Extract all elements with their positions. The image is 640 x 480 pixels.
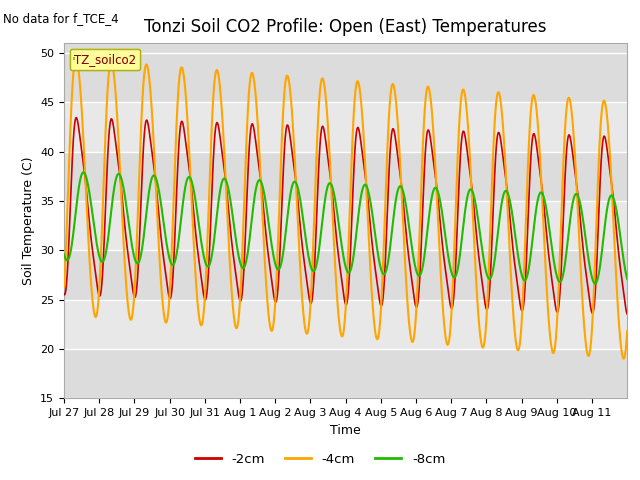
-8cm <box>616 228 623 234</box>
-2cm <box>380 288 387 294</box>
-2cm <box>238 292 246 298</box>
-4cm <box>515 344 523 350</box>
Line: -2cm: -2cm <box>64 118 627 314</box>
-2cm <box>60 291 68 297</box>
-2cm <box>616 257 623 263</box>
Title: Tonzi Soil CO2 Profile: Open (East) Temperatures: Tonzi Soil CO2 Profile: Open (East) Temp… <box>145 18 547 36</box>
-8cm <box>79 169 87 175</box>
-8cm <box>515 261 523 266</box>
-4cm <box>116 177 124 182</box>
X-axis label: Time: Time <box>330 424 361 437</box>
-4cm <box>620 356 628 361</box>
-4cm <box>623 328 631 334</box>
Legend: -2cm, -4cm, -8cm: -2cm, -4cm, -8cm <box>189 447 451 471</box>
-8cm <box>116 173 124 179</box>
-4cm <box>72 56 80 62</box>
Bar <box>64 102 627 152</box>
-4cm <box>60 284 68 290</box>
-2cm <box>515 296 523 302</box>
Text: No data for f_TCE_4: No data for f_TCE_4 <box>3 12 119 25</box>
-2cm <box>547 272 555 277</box>
-4cm <box>238 256 246 262</box>
-8cm <box>380 271 387 277</box>
-8cm <box>623 276 631 282</box>
Y-axis label: Soil Temperature (C): Soil Temperature (C) <box>22 156 35 285</box>
-2cm <box>116 178 124 184</box>
-2cm <box>623 311 631 317</box>
-4cm <box>380 247 387 253</box>
Line: -8cm: -8cm <box>64 172 627 284</box>
-8cm <box>238 264 246 270</box>
Bar <box>64 300 627 349</box>
Line: -4cm: -4cm <box>64 59 627 359</box>
Bar <box>64 201 627 251</box>
-8cm <box>547 240 555 245</box>
-8cm <box>60 252 68 257</box>
Legend: TZ_soilco2: TZ_soilco2 <box>70 49 140 71</box>
-2cm <box>72 115 80 120</box>
-8cm <box>591 281 599 287</box>
-4cm <box>616 326 623 332</box>
-4cm <box>547 342 555 348</box>
